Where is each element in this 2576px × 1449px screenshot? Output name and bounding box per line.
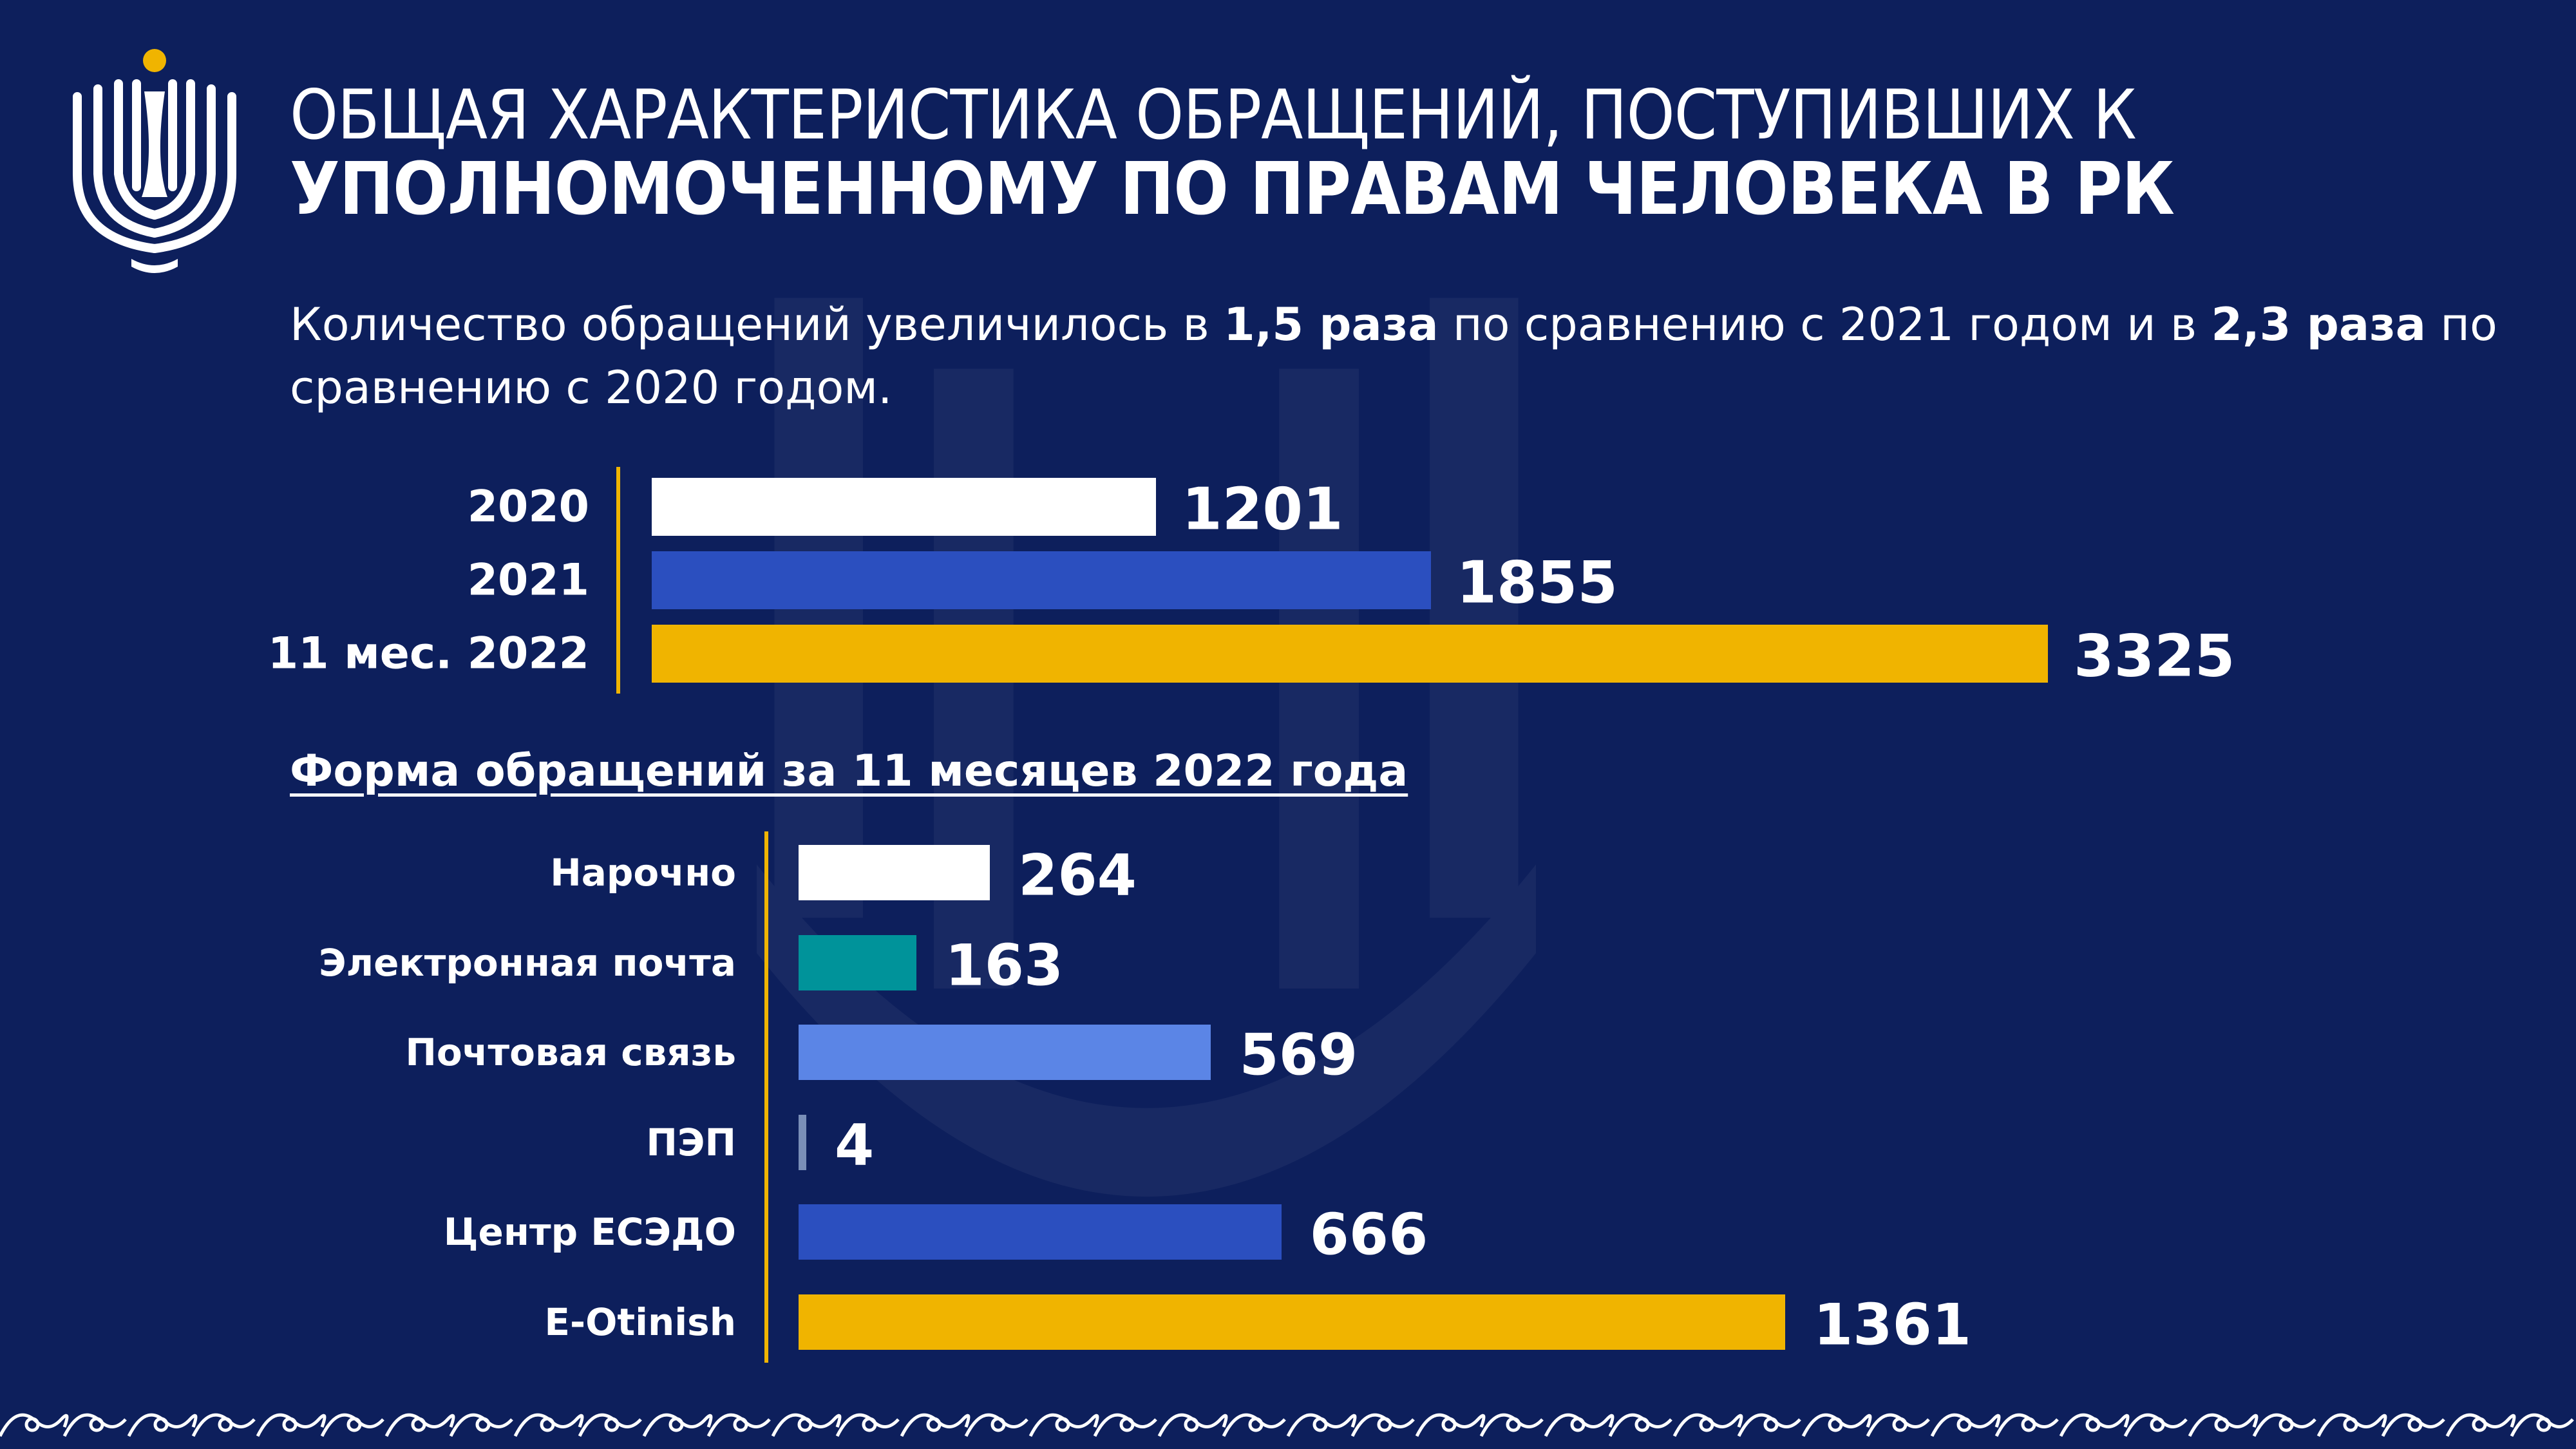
value-label: 264: [1018, 842, 1137, 909]
summary-part-1: Количество обращений увеличилось в: [290, 298, 1224, 351]
ornament-dot: [153, 1417, 169, 1432]
page-title: ОБЩАЯ ХАРАКТЕРИСТИКА ОБРАЩЕНИЙ, ПОСТУПИВ…: [290, 80, 2479, 226]
ornament-dot: [604, 1417, 620, 1432]
ornament-dot: [1184, 1417, 1199, 1432]
ornament-dot: [1055, 1417, 1070, 1432]
value-label: 666: [1309, 1201, 1428, 1268]
ornament-dot: [89, 1417, 104, 1432]
bar: [799, 1025, 1211, 1080]
category-label: E-Otinish: [544, 1300, 736, 1344]
ornament-dot: [862, 1417, 877, 1432]
category-label: Центр ЕСЭДО: [443, 1210, 736, 1254]
ombudsman-emblem-icon: [73, 49, 236, 273]
ornament-dot: [475, 1417, 491, 1432]
bar: [799, 934, 917, 990]
category-label: Нарочно: [550, 851, 736, 895]
category-label: Электронная почта: [319, 940, 736, 985]
value-label: 1201: [1182, 475, 1343, 544]
value-label: 569: [1239, 1021, 1358, 1088]
ornament-dot: [1119, 1417, 1135, 1432]
ornament-dot: [24, 1417, 40, 1432]
ornament-dot: [346, 1417, 362, 1432]
ornament-dot: [990, 1417, 1006, 1432]
ornament-dot: [540, 1417, 555, 1432]
chart-axis-line: [616, 466, 620, 694]
ornament-dot: [2150, 1417, 2165, 1432]
ornament-dot: [2343, 1417, 2358, 1432]
bar: [652, 551, 1431, 609]
value-label: 3325: [2074, 622, 2235, 690]
ornament-dot: [1506, 1417, 1521, 1432]
ornament-dot: [411, 1417, 426, 1432]
title-line-1: ОБЩАЯ ХАРАКТЕРИСТИКА ОБРАЩЕНИЙ, ПОСТУПИВ…: [290, 75, 2137, 155]
ornament-dot: [2536, 1417, 2552, 1432]
bar: [652, 625, 2048, 683]
ornament-dot: [668, 1417, 684, 1432]
ornament-dot: [218, 1417, 233, 1432]
ornament-dot: [2278, 1417, 2294, 1432]
ornament-dot: [1828, 1417, 1843, 1432]
bar: [652, 478, 1157, 536]
summary-part-2: по сравнению с 2021 годом и в: [1438, 298, 2211, 351]
summary-part-3: по сравнению с 2020 годом.: [290, 298, 2497, 414]
ornament-dot: [1634, 1417, 1650, 1432]
category-label: 2021: [467, 554, 589, 606]
chart-axis-line: [764, 831, 768, 1363]
ornament-dot: [1699, 1417, 1714, 1432]
category-label: ПЭП: [646, 1120, 736, 1164]
ornament-dot: [2407, 1417, 2423, 1432]
ornament-dot: [797, 1417, 813, 1432]
kazakh-ornament-border: [0, 1396, 2576, 1449]
bar: [799, 1114, 806, 1170]
bar: [799, 1294, 1785, 1350]
ornament-dot: [2472, 1417, 2487, 1432]
value-label: 1361: [1814, 1291, 1971, 1358]
category-label: 11 мес. 2022: [267, 628, 589, 679]
summary-ratio-2020: 2,3 раза: [2211, 298, 2427, 351]
ornament-dot: [1312, 1417, 1328, 1432]
bar: [799, 845, 990, 900]
ornament-dot: [1956, 1417, 1972, 1432]
ornament-dot: [1570, 1417, 1586, 1432]
ornament-dot: [282, 1417, 298, 1432]
ornament-dot: [1248, 1417, 1264, 1432]
ornament-dot: [733, 1417, 748, 1432]
ornament-dot: [1892, 1417, 1908, 1432]
value-label: 4: [835, 1112, 875, 1178]
ornament-dot: [1763, 1417, 1779, 1432]
summary-text: Количество обращений увеличилось в 1,5 р…: [290, 293, 2499, 419]
ornament-dot: [2214, 1417, 2230, 1432]
bar: [799, 1204, 1282, 1260]
ornament-dot: [2021, 1417, 2036, 1432]
value-label: 163: [945, 932, 1064, 998]
ornament-dot: [1377, 1417, 1392, 1432]
form-chart-heading: Форма обращений за 11 месяцев 2022 года: [290, 746, 1408, 797]
summary-ratio-2021: 1,5 раза: [1224, 298, 1439, 351]
ornament-dot: [1441, 1417, 1457, 1432]
category-label: Почтовая связь: [405, 1030, 736, 1074]
title-line-2: УПОЛНОМОЧЕННОМУ ПО ПРАВАМ ЧЕЛОВЕКА В РК: [290, 147, 2175, 232]
ornament-dot: [2085, 1417, 2101, 1432]
value-label: 1855: [1456, 549, 1618, 617]
category-label: 2020: [467, 481, 589, 533]
ornament-dot: [926, 1417, 942, 1432]
